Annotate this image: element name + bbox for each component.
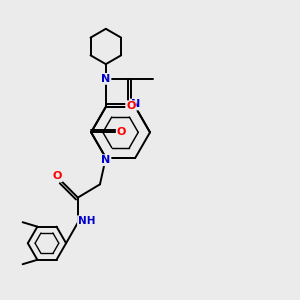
Text: N: N [101,155,110,165]
Text: NH: NH [78,216,95,226]
Text: O: O [126,101,136,111]
Text: N: N [101,74,110,84]
Text: O: O [117,127,126,137]
Text: N: N [131,100,140,110]
Text: O: O [52,171,62,181]
